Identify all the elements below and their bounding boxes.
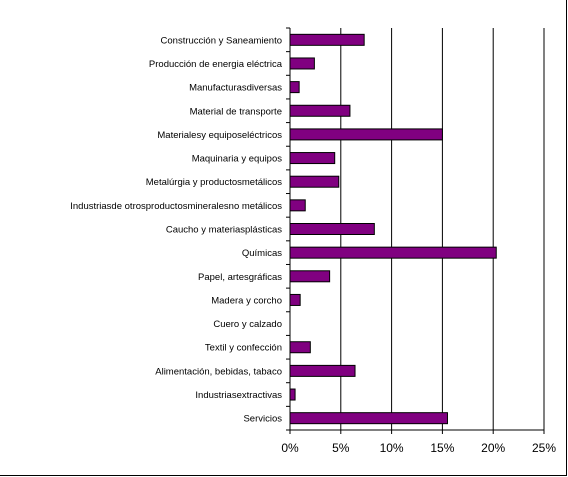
category-label: Alimentación, bebidas, tabaco <box>155 366 282 377</box>
x-tick-label: 0% <box>281 441 299 455</box>
category-label: Textil y confección <box>205 343 282 354</box>
category-label: Caucho y materiasplásticas <box>166 225 282 236</box>
category-label: Madera y corcho <box>211 295 282 306</box>
bar <box>289 33 365 46</box>
bar <box>289 223 375 235</box>
x-tick-label: 5% <box>332 441 350 455</box>
category-label: Químicas <box>242 248 282 259</box>
bar <box>289 270 331 283</box>
x-tick-label: 10% <box>380 441 404 455</box>
x-tick-label: 20% <box>481 441 505 455</box>
bar <box>289 388 296 401</box>
gridlines <box>340 28 545 430</box>
bar <box>289 175 340 188</box>
bar <box>289 128 443 141</box>
category-label: Construcción y Saneamiento <box>161 35 282 46</box>
bar <box>289 293 301 306</box>
bar <box>289 104 351 117</box>
x-tick-labels: 0% 5% 10% 15% 20% 25% <box>281 441 556 455</box>
category-label: Materialesy equiposeléctricos <box>157 130 282 141</box>
bar <box>289 246 497 259</box>
category-label: Servicios <box>243 414 282 425</box>
bar <box>289 81 300 94</box>
category-label: Industriasde otrosproductosmineralesno m… <box>70 201 282 212</box>
bar <box>289 364 356 377</box>
category-label: Material de transporte <box>190 106 282 117</box>
bar <box>289 152 336 165</box>
bar <box>289 341 311 354</box>
bar <box>289 57 315 70</box>
category-label: Manufacturasdiversas <box>189 83 282 94</box>
bars <box>289 33 497 425</box>
bar <box>289 199 306 212</box>
category-label: Cuero y calzado <box>213 319 282 330</box>
category-label: Papel, artesgráficas <box>198 272 282 283</box>
bar <box>289 412 448 425</box>
x-tick-label: 25% <box>532 441 556 455</box>
x-tick-label: 15% <box>430 441 454 455</box>
category-label: Industriasextractivas <box>195 390 282 401</box>
axes <box>286 27 545 434</box>
category-label: Producción de energia eléctrica <box>149 59 283 70</box>
category-label: Metalúrgia y productosmetálicos <box>146 177 282 188</box>
category-labels: Construcción y Saneamiento Producción de … <box>70 35 282 424</box>
category-label: Maquinaria y equipos <box>192 154 283 165</box>
